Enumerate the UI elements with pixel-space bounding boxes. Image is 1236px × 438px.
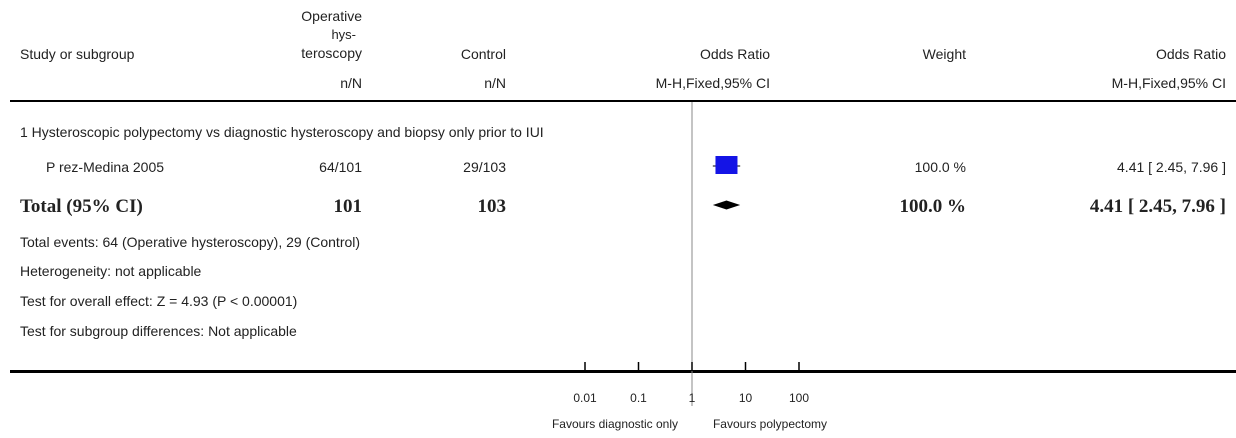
header-treatment-subheader: n/N bbox=[340, 75, 362, 91]
axis-tick-label: 10 bbox=[739, 391, 753, 405]
total-events-note: Total events: 64 (Operative hysteroscopy… bbox=[20, 234, 361, 250]
header-treatment-line-2: hys- bbox=[331, 27, 356, 42]
overall-effect-note: Test for overall effect: Z = 4.93 (P < 0… bbox=[20, 293, 298, 309]
header-result-column: Odds Ratio bbox=[1155, 46, 1226, 62]
study-treatment: 64/101 bbox=[319, 159, 362, 175]
total-result: 4.41 [ 2.45, 7.96 ] bbox=[1089, 196, 1226, 217]
study-weight: 100.0 % bbox=[914, 159, 966, 175]
header-treatment-line-3: teroscopy bbox=[301, 45, 362, 61]
total-treatment: 101 bbox=[333, 196, 363, 217]
axis-tick-label: 0.1 bbox=[630, 391, 647, 405]
header-study-column: Study or subgroup bbox=[20, 46, 135, 62]
axis-tick-label: 100 bbox=[789, 391, 809, 405]
heterogeneity-note: Heterogeneity: not applicable bbox=[20, 263, 202, 279]
total-label: Total (95% CI) bbox=[20, 196, 143, 217]
header-divider bbox=[10, 100, 1236, 102]
axis-tick-label: 0.01 bbox=[573, 391, 597, 405]
header-treatment-line-1: Operative bbox=[301, 8, 362, 24]
study-name: P rez-Medina 2005 bbox=[46, 159, 165, 175]
header-control-column: Control bbox=[460, 46, 506, 62]
subgroup-differences-note: Test for subgroup differences: Not appli… bbox=[20, 323, 297, 339]
favours-right-label: Favours polypectomy bbox=[712, 417, 828, 431]
subgroup-title: 1 Hysteroscopic polypectomy vs diagnosti… bbox=[20, 124, 544, 140]
header-weight-column: Weight bbox=[922, 46, 966, 62]
header-plot-subheader: M-H,Fixed,95% CI bbox=[655, 75, 770, 91]
pooled-effect-diamond bbox=[712, 200, 741, 210]
study-effect-box bbox=[715, 156, 738, 174]
header-result-subheader: M-H,Fixed,95% CI bbox=[1111, 75, 1226, 91]
total-control: 103 bbox=[477, 196, 507, 217]
header-control-subheader: n/N bbox=[484, 75, 506, 91]
study-result: 4.41 [ 2.45, 7.96 ] bbox=[1117, 159, 1226, 175]
header-plot-column: Odds Ratio bbox=[699, 46, 770, 62]
favours-left-label: Favours diagnostic only bbox=[551, 417, 679, 431]
bottom-divider bbox=[10, 370, 1236, 373]
study-control: 29/103 bbox=[463, 159, 506, 175]
total-weight: 100.0 % bbox=[899, 196, 967, 217]
axis-tick-label: 1 bbox=[689, 391, 696, 405]
